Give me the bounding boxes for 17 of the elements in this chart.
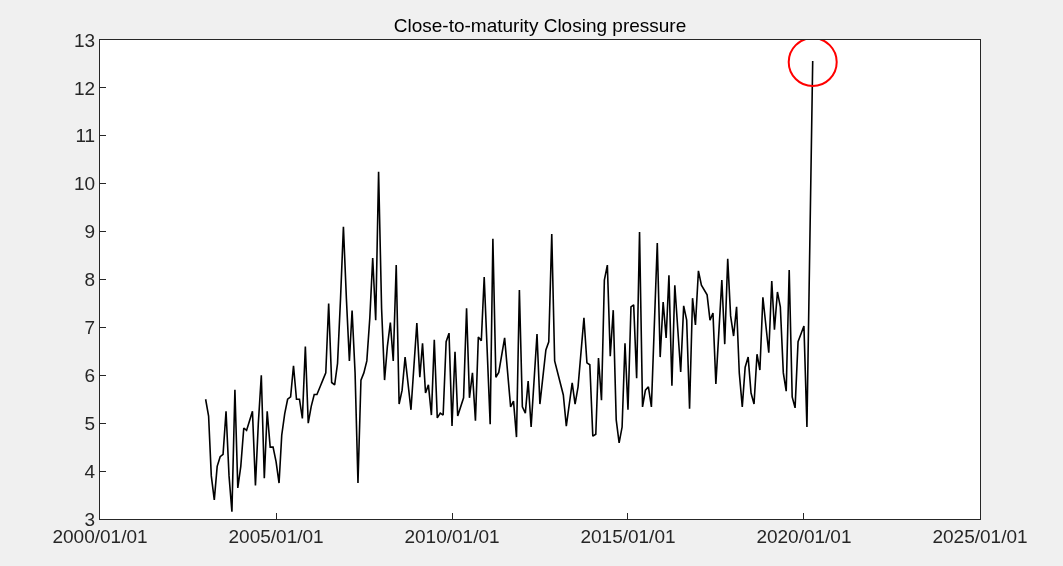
x-tick-label: 2015/01/01 [580, 525, 676, 547]
y-tick-label: 9 [84, 221, 96, 243]
x-tick-label: 2025/01/01 [932, 525, 1028, 547]
y-tick-label: 12 [74, 77, 96, 99]
line-series [204, 60, 814, 513]
chart-title: Close-to-maturity Closing pressure [393, 15, 687, 36]
y-tick-label: 4 [84, 460, 96, 482]
y-tick-label: 11 [75, 125, 96, 147]
y-tick-label: 7 [84, 317, 96, 339]
y-tick-label: 5 [84, 412, 96, 434]
x-tick-label: 2020/01/01 [756, 525, 852, 547]
y-tick-label: 8 [84, 269, 96, 291]
x-tick-label: 2005/01/01 [228, 525, 324, 547]
y-tick-label: 6 [84, 364, 96, 386]
x-tick-label: 2010/01/01 [404, 525, 500, 547]
y-tick-label: 10 [74, 173, 96, 195]
y-tick-label: 13 [74, 29, 96, 51]
